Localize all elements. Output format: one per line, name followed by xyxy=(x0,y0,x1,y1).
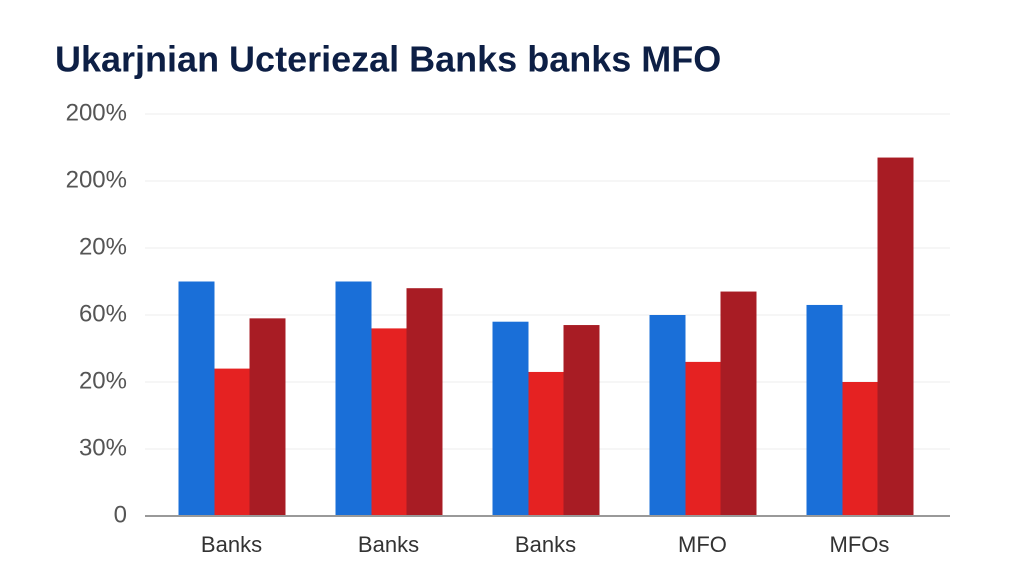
y-tick-label: 30% xyxy=(79,434,127,461)
bar xyxy=(178,281,215,516)
chart-title: Ukarjnian Ucteriezal Banks banks MFO xyxy=(55,39,721,80)
x-tick-label: MFO xyxy=(678,532,727,557)
bar xyxy=(806,304,843,516)
bar xyxy=(842,382,879,516)
y-tick-label: 20% xyxy=(79,233,127,260)
bar xyxy=(563,325,600,516)
y-tick-label: 60% xyxy=(79,300,127,327)
bar xyxy=(649,315,686,516)
y-tick-label: 200% xyxy=(66,166,127,193)
bar xyxy=(406,288,443,516)
bar xyxy=(685,361,722,516)
bar xyxy=(528,371,565,516)
y-tick-label: 200% xyxy=(66,99,127,126)
bar xyxy=(371,328,408,516)
bar xyxy=(877,157,914,517)
bar xyxy=(214,368,251,516)
x-tick-label: MFOs xyxy=(830,532,890,557)
x-tick-label: Banks xyxy=(515,532,576,557)
bar xyxy=(335,281,372,516)
bar xyxy=(249,318,286,516)
x-tick-label: Banks xyxy=(201,532,262,557)
bar xyxy=(720,291,757,516)
y-tick-label: 0 xyxy=(114,501,127,528)
x-tick-label: Banks xyxy=(358,532,419,557)
y-tick-label: 20% xyxy=(79,367,127,394)
bar xyxy=(492,321,529,516)
